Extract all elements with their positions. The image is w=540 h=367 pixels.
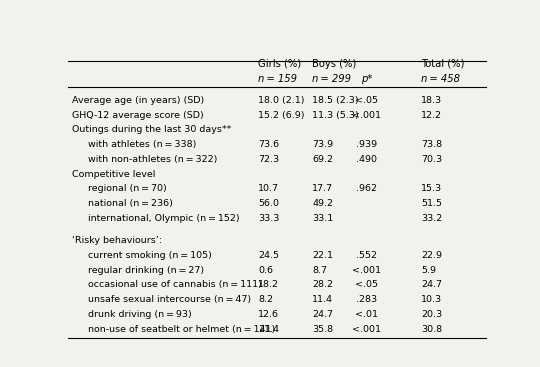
Text: 33.3: 33.3 [258, 214, 279, 223]
Text: .962: .962 [356, 184, 377, 193]
Text: 22.9: 22.9 [421, 251, 442, 260]
Text: 33.2: 33.2 [421, 214, 442, 223]
Text: 24.5: 24.5 [258, 251, 279, 260]
Text: 69.2: 69.2 [312, 155, 333, 164]
Text: Girls (%): Girls (%) [258, 59, 301, 69]
Text: unsafe sexual intercourse (n = 47): unsafe sexual intercourse (n = 47) [87, 295, 251, 304]
Text: .283: .283 [356, 295, 377, 304]
Text: 10.7: 10.7 [258, 184, 279, 193]
Text: <.05: <.05 [355, 280, 378, 290]
Text: 24.7: 24.7 [312, 310, 333, 319]
Text: 12.6: 12.6 [258, 310, 279, 319]
Text: 30.8: 30.8 [421, 324, 442, 334]
Text: 8.2: 8.2 [258, 295, 273, 304]
Text: 18.5 (2.3): 18.5 (2.3) [312, 96, 359, 105]
Text: with athletes (n = 338): with athletes (n = 338) [87, 140, 196, 149]
Text: national (n = 236): national (n = 236) [87, 199, 172, 208]
Text: n = 299: n = 299 [312, 73, 352, 84]
Text: <.001: <.001 [352, 266, 381, 275]
Text: 28.2: 28.2 [312, 280, 333, 290]
Text: 33.1: 33.1 [312, 214, 334, 223]
Text: 15.2 (6.9): 15.2 (6.9) [258, 111, 305, 120]
Text: current smoking (n = 105): current smoking (n = 105) [87, 251, 212, 260]
Text: .552: .552 [356, 251, 377, 260]
Text: regional (n = 70): regional (n = 70) [87, 184, 166, 193]
Text: n = 159: n = 159 [258, 73, 297, 84]
Text: .939: .939 [356, 140, 377, 149]
Text: Outings during the last 30 days**: Outings during the last 30 days** [72, 126, 231, 134]
Text: Average age (in years) (SD): Average age (in years) (SD) [72, 96, 204, 105]
Text: non-use of seatbelt or helmet (n = 141): non-use of seatbelt or helmet (n = 141) [87, 324, 275, 334]
Text: 73.8: 73.8 [421, 140, 442, 149]
Text: Total (%): Total (%) [421, 59, 464, 69]
Text: 22.1: 22.1 [312, 251, 333, 260]
Text: 70.3: 70.3 [421, 155, 442, 164]
Text: <.01: <.01 [355, 310, 378, 319]
Text: 18.2: 18.2 [258, 280, 279, 290]
Text: 35.8: 35.8 [312, 324, 333, 334]
Text: 12.2: 12.2 [421, 111, 442, 120]
Text: 0.6: 0.6 [258, 266, 273, 275]
Text: .490: .490 [356, 155, 377, 164]
Text: 72.3: 72.3 [258, 155, 279, 164]
Text: 18.0 (2.1): 18.0 (2.1) [258, 96, 305, 105]
Text: 11.4: 11.4 [312, 295, 333, 304]
Text: 73.9: 73.9 [312, 140, 333, 149]
Text: regular drinking (n = 27): regular drinking (n = 27) [87, 266, 204, 275]
Text: <.001: <.001 [352, 324, 381, 334]
Text: GHQ-12 average score (SD): GHQ-12 average score (SD) [72, 111, 204, 120]
Text: p*: p* [361, 73, 373, 84]
Text: Competitive level: Competitive level [72, 170, 155, 178]
Text: <.001: <.001 [352, 111, 381, 120]
Text: occasional use of cannabis (n = 111): occasional use of cannabis (n = 111) [87, 280, 261, 290]
Text: 18.3: 18.3 [421, 96, 442, 105]
Text: 73.6: 73.6 [258, 140, 279, 149]
Text: ‘Risky behaviours’:: ‘Risky behaviours’: [72, 236, 162, 246]
Text: 8.7: 8.7 [312, 266, 327, 275]
Text: Boys (%): Boys (%) [312, 59, 356, 69]
Text: drunk driving (n = 93): drunk driving (n = 93) [87, 310, 191, 319]
Text: 10.3: 10.3 [421, 295, 442, 304]
Text: 51.5: 51.5 [421, 199, 442, 208]
Text: 56.0: 56.0 [258, 199, 279, 208]
Text: 17.7: 17.7 [312, 184, 333, 193]
Text: 20.3: 20.3 [421, 310, 442, 319]
Text: 21.4: 21.4 [258, 324, 279, 334]
Text: 11.3 (5.3): 11.3 (5.3) [312, 111, 359, 120]
Text: international, Olympic (n = 152): international, Olympic (n = 152) [87, 214, 239, 223]
Text: 5.9: 5.9 [421, 266, 436, 275]
Text: with non-athletes (n = 322): with non-athletes (n = 322) [87, 155, 217, 164]
Text: 49.2: 49.2 [312, 199, 333, 208]
Text: 15.3: 15.3 [421, 184, 442, 193]
Text: <.05: <.05 [355, 96, 378, 105]
Text: n = 458: n = 458 [421, 73, 460, 84]
Text: 24.7: 24.7 [421, 280, 442, 290]
